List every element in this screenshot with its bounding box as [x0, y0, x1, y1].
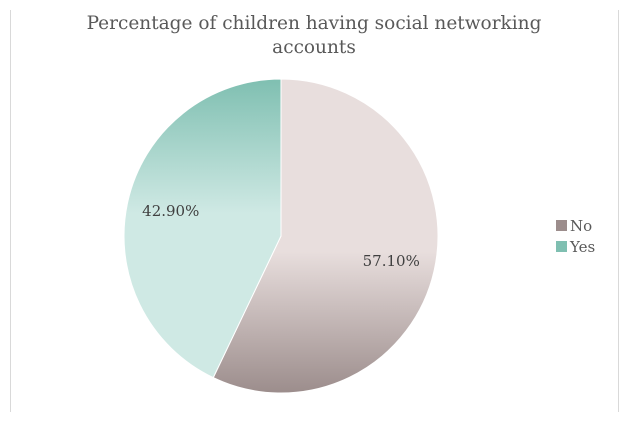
chart-title-line-2: accounts: [272, 37, 356, 58]
legend-label-no: No: [570, 217, 592, 235]
data-label-yes: 42.90%: [142, 202, 199, 220]
legend-swatch-yes: [556, 241, 567, 252]
pie-data-labels: 57.10% 42.90%: [142, 202, 420, 270]
pie-slice-no: [212, 78, 439, 394]
pie-slices: [123, 78, 439, 394]
legend: No Yes: [556, 217, 595, 256]
pie-slice-yes: [123, 78, 282, 379]
chart-title-line-1: Percentage of children having social net…: [87, 13, 542, 34]
legend-label-yes: Yes: [569, 238, 595, 256]
legend-swatch-no: [556, 220, 567, 231]
data-label-no: 57.10%: [363, 252, 420, 270]
